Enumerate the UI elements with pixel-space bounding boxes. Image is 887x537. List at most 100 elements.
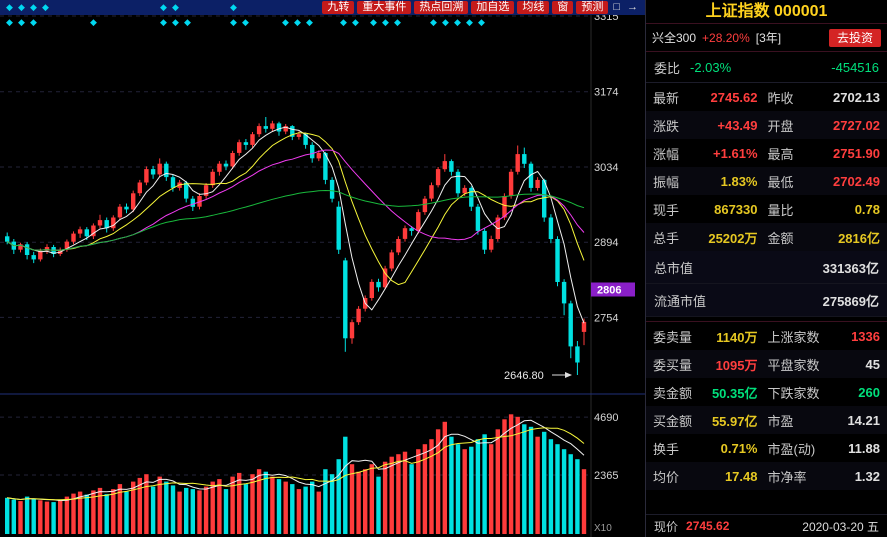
stat-value: 275869亿	[822, 293, 879, 309]
low-price-annotation: 2646.80	[504, 370, 572, 382]
stat-value: 1336	[851, 328, 880, 344]
market-cap-row: 总市值 331363亿	[646, 251, 887, 284]
kline-chart[interactable]: 3315317430342894275446902365X1028062646.…	[0, 0, 645, 537]
event-marker-icon[interactable]: ◆	[370, 17, 377, 27]
fund-change: +28.20%	[702, 30, 750, 45]
svg-text:3034: 3034	[594, 162, 618, 174]
stat-label: 市盈	[767, 413, 794, 429]
stat-value: 2751.90	[833, 145, 880, 161]
event-marker-icon[interactable]: ◆	[90, 17, 97, 27]
toolbar-button-5[interactable]: 均线	[517, 1, 550, 14]
event-marker-icon[interactable]: ◆	[172, 2, 179, 12]
stat-value: 331363亿	[822, 260, 879, 276]
event-marker-icon[interactable]: ◆	[30, 17, 37, 27]
event-marker-icon[interactable]: ◆	[18, 2, 25, 12]
event-marker-icon[interactable]: ◆	[382, 17, 389, 27]
stat-value: 45	[865, 356, 880, 372]
current-price-value: 2745.62	[686, 519, 730, 533]
popout-window-icon[interactable]: □	[613, 1, 620, 13]
market-cap-rows: 总市值 331363亿 流通市值 275869亿	[646, 251, 887, 317]
stat-label: 平盘家数	[767, 357, 820, 373]
stat-value: 260	[858, 384, 880, 400]
quote-row: 均价 17.48 市净率 1.32	[646, 462, 887, 490]
quote-row: 换手 0.71% 市盈(动) 11.88	[646, 434, 887, 462]
stat-value: 2702.49	[833, 173, 880, 189]
event-marker-icon[interactable]: ◆	[160, 2, 167, 12]
stat-value: 11.88	[848, 440, 880, 456]
toolbar-button-6[interactable]: 窗	[552, 1, 574, 14]
quote-row: 涨跌 +43.49 开盘 2727.02	[646, 111, 887, 139]
event-marker-icon[interactable]: ◆	[30, 2, 37, 12]
event-marker-icon[interactable]: ◆	[42, 2, 49, 12]
quote-row: 卖金额 50.35亿 下跌家数 260	[646, 378, 887, 406]
toolbar-button-1[interactable]: 九转	[322, 1, 355, 14]
stat-value: 1140万	[716, 329, 758, 345]
stat-label: 委卖量	[653, 329, 693, 345]
stat-label: 振幅	[653, 174, 680, 190]
index-name: 上证指数	[705, 3, 770, 20]
current-price-label: 现价	[654, 519, 679, 534]
event-marker-icon[interactable]: ◆	[294, 17, 301, 27]
toolbar-button-2[interactable]: 重大事件	[357, 1, 412, 14]
quote-row: 买金额 55.97亿 市盈 14.21	[646, 406, 887, 434]
stat-label: 量比	[767, 202, 794, 218]
event-marker-icon[interactable]: ◆	[160, 17, 167, 27]
event-marker-icon[interactable]: ◆	[184, 17, 191, 27]
quote-row: 振幅 1.83% 最低 2702.49	[646, 167, 887, 195]
market-cap-row: 流通市值 275869亿	[646, 284, 887, 317]
event-markers: ◆ ◆ ◆ ◆ ◆ ◆ ◆ ◆ ◆ ◆ ◆ ◆ ◆ ◆ ◆ ◆ ◆ ◆ ◆ ◆ ◆ ◆ ◆ ◆ ◆ ◆ ◆ ◆ ◆	[0, 0, 645, 30]
volume-axis-labels: 4690 2365 X10	[594, 412, 618, 534]
kline-chart-area[interactable]: 3315 3174 3034 2894 2754 4690 2365 X10 2806 2646.…	[0, 0, 645, 537]
quote-row: 总手 25202万 金额 2816亿	[646, 223, 887, 251]
invest-button[interactable]: 去投资	[828, 28, 881, 47]
event-marker-icon[interactable]: ◆	[442, 17, 449, 27]
quote-row: 涨幅 +1.61% 最高 2751.90	[646, 139, 887, 167]
trade-date: 2020-03-20 五	[802, 519, 879, 534]
stat-value: 2745.62	[710, 89, 758, 105]
toolbar: 九转 重大事件 热点回溯 加自选 均线窗预测 □ →	[0, 0, 645, 15]
stat-value: 0.78	[854, 201, 880, 217]
svg-text:3174: 3174	[594, 87, 618, 99]
quote-stats-top: 最新 2745.62 昨收 2702.13 涨跌 +43.49 开盘 2727.02 涨幅 +1.…	[646, 83, 887, 251]
event-marker-icon[interactable]: ◆	[430, 17, 437, 27]
event-marker-icon[interactable]: ◆	[306, 17, 313, 27]
svg-text:2646.80: 2646.80	[504, 370, 544, 382]
stat-label: 最高	[767, 146, 794, 162]
stat-label: 涨跌	[653, 118, 680, 134]
event-marker-icon[interactable]: ◆	[230, 2, 237, 12]
exit-arrow-icon[interactable]: →	[627, 1, 638, 13]
stat-value: 2702.13	[833, 89, 880, 105]
fund-period-tag: [3年]	[755, 31, 782, 45]
quote-row: 委买量 1095万 平盘家数 45	[646, 350, 887, 378]
toolbar-button-3[interactable]: 热点回溯	[414, 1, 469, 14]
quote-row: 委卖量 1140万 上涨家数 1336	[646, 322, 887, 350]
event-marker-icon[interactable]: ◆	[230, 17, 237, 27]
moving-average-lines	[6, 126, 585, 324]
volume-ma-lines	[7, 419, 585, 502]
event-marker-icon[interactable]: ◆	[172, 17, 179, 27]
event-marker-icon[interactable]: ◆	[18, 17, 25, 27]
event-marker-icon[interactable]: ◆	[340, 17, 347, 27]
stat-label: 卖金额	[653, 385, 693, 401]
event-marker-icon[interactable]: ◆	[466, 17, 473, 27]
event-marker-icon[interactable]: ◆	[352, 17, 359, 27]
svg-text:2754: 2754	[594, 312, 618, 324]
event-marker-icon[interactable]: ◆	[478, 17, 485, 27]
candlestick-layer	[5, 117, 587, 375]
event-marker-icon[interactable]: ◆	[242, 17, 249, 27]
event-marker-icon[interactable]: ◆	[6, 17, 13, 27]
fund-promo-row: 兴全300 +28.20% [3年] 去投资	[646, 23, 887, 52]
index-code: 000001	[774, 3, 828, 20]
stat-value: 55.97亿	[711, 413, 758, 429]
event-marker-icon[interactable]: ◆	[282, 17, 289, 27]
stat-value: +43.49	[717, 117, 758, 133]
stat-value: 2816亿	[838, 230, 880, 246]
event-marker-icon[interactable]: ◆	[454, 17, 461, 27]
quote-stats-bottom: 委卖量 1140万 上涨家数 1336 委买量 1095万 平盘家数 45 卖金额 50.35亿下…	[646, 321, 887, 490]
event-marker-icon[interactable]: ◆	[394, 17, 401, 27]
toolbar-button-4[interactable]: 加自选	[471, 1, 515, 14]
event-marker-icon[interactable]: ◆	[6, 2, 13, 12]
toolbar-button-7[interactable]: 预测	[576, 1, 609, 14]
stat-label: 买金额	[653, 413, 693, 429]
stat-value: 14.21	[847, 412, 880, 428]
